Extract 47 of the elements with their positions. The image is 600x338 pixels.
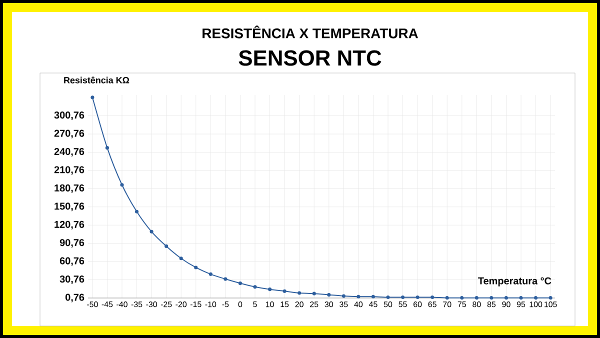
point [298, 291, 302, 295]
point [105, 146, 110, 150]
point [445, 296, 449, 300]
point [430, 295, 434, 300]
point [474, 296, 478, 300]
point [268, 288, 272, 292]
y-axis-title: Resistência KΩ [64, 76, 130, 84]
point [224, 277, 228, 281]
point [519, 296, 523, 300]
point [282, 289, 286, 293]
chart-title: RESISTÊNCIA X TEMPERATURA [202, 26, 418, 38]
point [208, 272, 212, 276]
y-tick-label: 210,76 [54, 166, 84, 175]
y-tick-label: 240,76 [54, 148, 84, 156]
y-tick-label: 90,76 [60, 239, 84, 248]
y-tick-label: 270,76 [54, 130, 84, 138]
y-tick-label: 30,76 [60, 276, 84, 284]
point [416, 295, 420, 300]
point [253, 285, 257, 289]
point [548, 296, 552, 300]
point [164, 244, 168, 248]
point [90, 96, 94, 100]
point [194, 266, 198, 270]
point [386, 295, 390, 300]
point [150, 230, 154, 234]
point [179, 256, 183, 260]
point [312, 292, 316, 296]
point [327, 293, 331, 297]
point [238, 281, 242, 286]
y-tick-label: 300,76 [54, 112, 84, 120]
y-tick-label: 0,76 [65, 294, 84, 302]
y-tick-label: 180,76 [54, 184, 84, 193]
y-tick-label: 120,76 [54, 220, 84, 230]
point [342, 294, 346, 298]
point [134, 210, 139, 214]
x-axis-title: Temperatura °C [478, 277, 552, 286]
point [356, 294, 360, 298]
point [504, 296, 508, 300]
point [534, 296, 538, 300]
point [400, 295, 405, 300]
point [371, 294, 376, 298]
point [460, 296, 464, 300]
point [120, 183, 124, 187]
y-tick-label: 150,76 [54, 202, 84, 212]
point [490, 296, 494, 300]
y-tick-label: 60,76 [60, 257, 84, 266]
chart-subtitle: SENSOR NTC [238, 50, 382, 66]
